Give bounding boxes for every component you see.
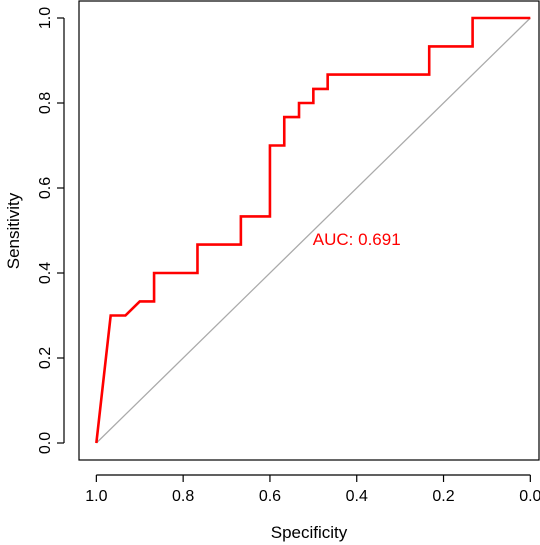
y-axis-title: Sensitivity — [4, 192, 23, 269]
auc-annotation: AUC: 0.691 — [313, 230, 401, 249]
y-tick-label: 0.6 — [37, 177, 54, 199]
y-tick-label: 0.0 — [37, 432, 54, 454]
x-tick-label: 0.8 — [172, 488, 194, 505]
y-tick-label: 0.4 — [37, 262, 54, 284]
x-tick-label: 0.2 — [432, 488, 454, 505]
y-tick-label: 0.2 — [37, 347, 54, 369]
x-axis-title: Specificity — [271, 523, 348, 542]
y-tick-label: 0.8 — [37, 92, 54, 114]
x-axis: 1.0 0.8 0.6 0.4 0.2 0.0 — [85, 474, 540, 505]
y-tick-label: 1.0 — [37, 7, 54, 29]
plot-frame — [78, 0, 540, 461]
y-axis: 0.0 0.2 0.4 0.6 0.8 1.0 — [37, 7, 65, 454]
x-tick-label: 0.4 — [346, 488, 368, 505]
roc-curve-line — [95, 16, 531, 444]
x-tick-label: 0.6 — [259, 488, 281, 505]
reference-diagonal-line — [95, 17, 531, 444]
x-tick-label: 1.0 — [85, 488, 107, 505]
roc-curve-layer — [95, 16, 531, 444]
reference-diagonal-layer — [95, 17, 531, 444]
x-tick-label: 0.0 — [519, 488, 540, 505]
